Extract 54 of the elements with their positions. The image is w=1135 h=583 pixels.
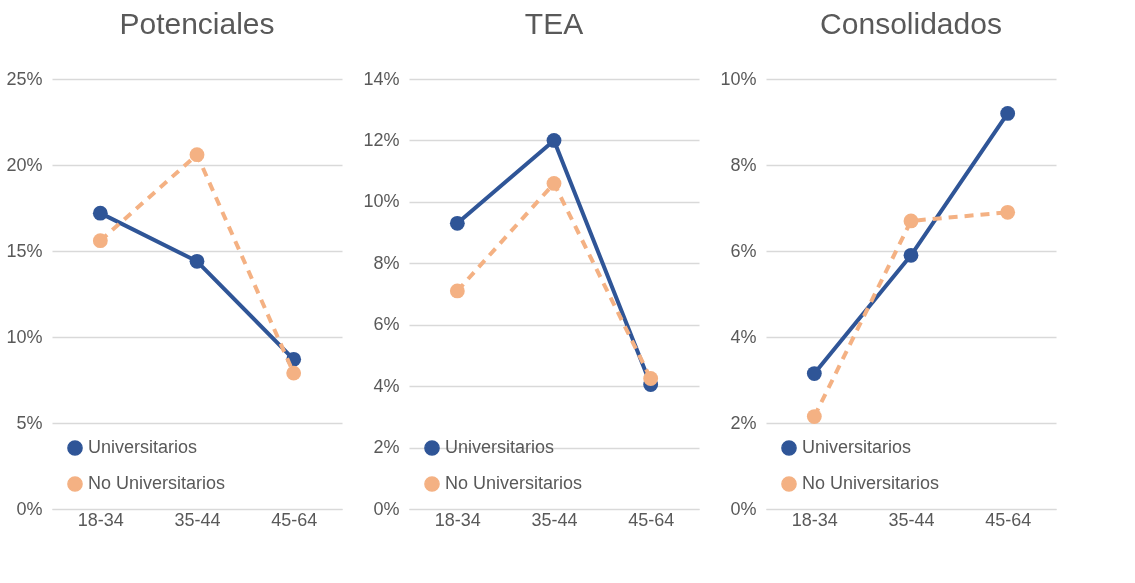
chart-title: Consolidados	[820, 7, 1002, 40]
x-tick-label: 18-34	[434, 509, 481, 530]
point	[806, 409, 822, 424]
y-tick-label: 0%	[373, 498, 400, 519]
point	[1000, 106, 1016, 121]
y-tick-label: 15%	[6, 240, 43, 261]
point	[643, 371, 659, 386]
x-tick-label: 35-44	[531, 509, 578, 530]
y-tick-label: 6%	[373, 314, 400, 335]
point	[449, 283, 465, 299]
y-tick-label: 10%	[363, 191, 400, 212]
y-tick-label: 4%	[730, 326, 757, 347]
legend-label: Universitarios	[88, 437, 198, 457]
point	[546, 176, 562, 191]
point	[1000, 204, 1016, 220]
y-tick-label: 10%	[6, 326, 43, 347]
y-tick-label: 25%	[6, 68, 43, 89]
y-tick-label: 5%	[16, 412, 43, 433]
x-tick-label: 18-34	[77, 509, 124, 530]
y-tick-label: 2%	[373, 437, 400, 458]
x-tick-label: 35-44	[888, 509, 935, 530]
y-tick-label: 12%	[363, 129, 400, 150]
x-tick-label: 45-64	[271, 509, 318, 530]
x-tick-label: 45-64	[985, 509, 1032, 530]
point	[903, 247, 919, 263]
y-tick-label: 10%	[720, 68, 757, 89]
y-tick-label: 0%	[16, 498, 43, 519]
point	[806, 366, 822, 381]
chart-title: TEA	[524, 7, 584, 40]
legend-label: No Universitarios	[88, 473, 226, 493]
x-tick-label: 45-64	[628, 509, 675, 530]
point	[92, 233, 108, 249]
y-tick-label: 20%	[6, 154, 43, 175]
y-tick-label: 0%	[730, 498, 757, 519]
point	[189, 147, 205, 163]
x-tick-label: 35-44	[174, 509, 221, 530]
x-tick-label: 18-34	[791, 509, 838, 530]
point	[449, 215, 465, 231]
y-tick-label: 14%	[363, 68, 400, 89]
point	[92, 205, 108, 221]
y-tick-label: 8%	[730, 154, 757, 175]
chart-title: Potenciales	[119, 7, 275, 40]
legend-label: No Universitarios	[802, 473, 940, 493]
y-tick-label: 2%	[730, 412, 757, 433]
legend-label: Universitarios	[802, 437, 912, 457]
point	[189, 253, 205, 269]
y-tick-label: 6%	[730, 240, 757, 261]
point	[286, 365, 302, 381]
point	[903, 213, 919, 229]
legend-label: No Universitarios	[445, 473, 583, 493]
legend-label: Universitarios	[445, 437, 555, 457]
y-tick-label: 8%	[373, 252, 400, 273]
point	[546, 133, 562, 148]
y-tick-label: 4%	[373, 375, 400, 396]
